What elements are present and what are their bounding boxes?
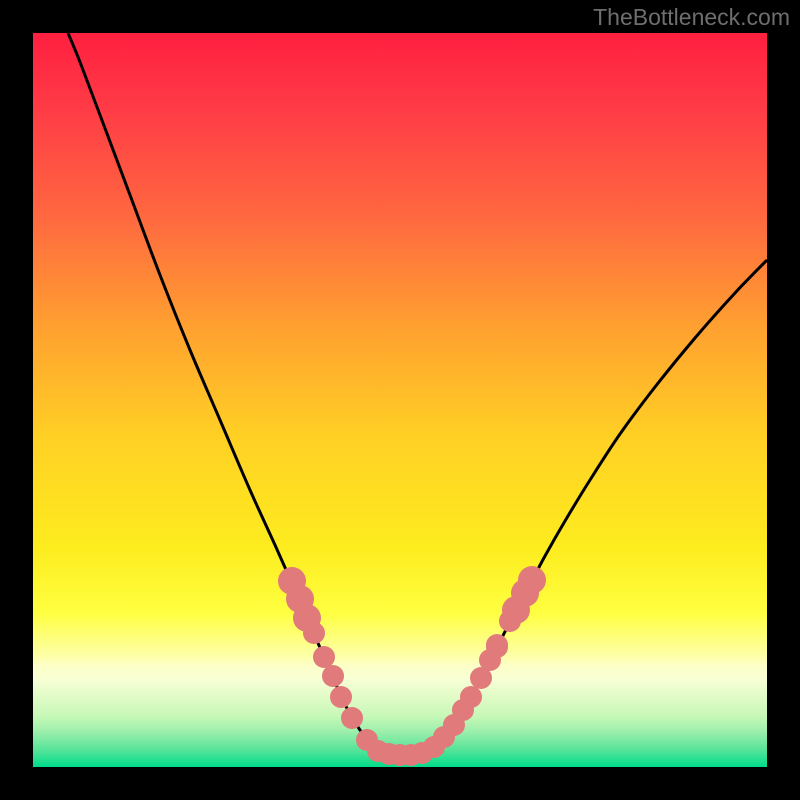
data-dot xyxy=(313,646,335,668)
data-dot xyxy=(460,686,482,708)
data-dot xyxy=(322,665,344,687)
data-dot xyxy=(486,636,508,658)
bottleneck-chart: TheBottleneck.com xyxy=(0,0,800,800)
data-dot xyxy=(518,566,546,594)
chart-svg xyxy=(0,0,800,800)
watermark-text: TheBottleneck.com xyxy=(593,4,790,31)
data-dot xyxy=(341,707,363,729)
gradient-background xyxy=(33,33,767,767)
data-dot xyxy=(303,622,325,644)
data-dot xyxy=(330,686,352,708)
